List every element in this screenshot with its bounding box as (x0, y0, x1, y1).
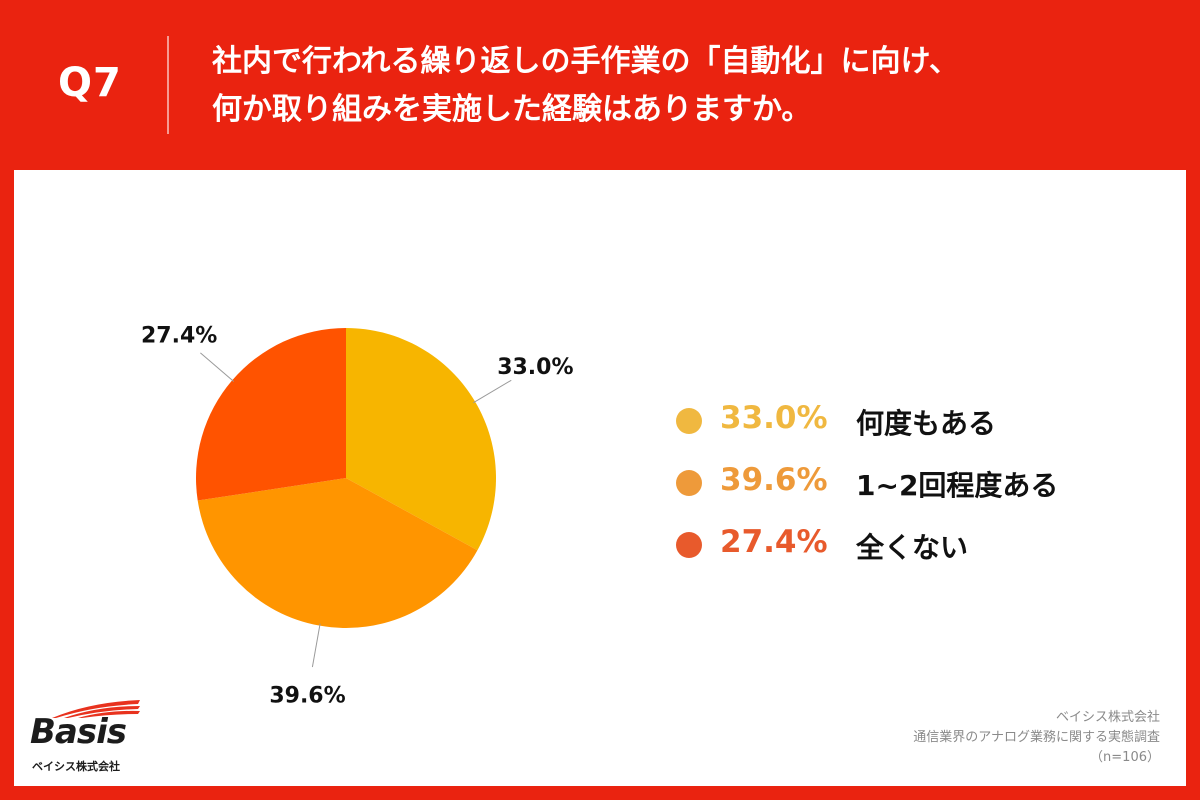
question-header: Q7 社内で行われる繰り返しの手作業の「自動化」に向け、 何か取り組みを実施した… (0, 0, 1200, 170)
logo-wordmark: Basis (30, 712, 127, 752)
legend-label-once-or-twice: 1~2回程度ある (856, 469, 1059, 502)
pie-slice-frequent (346, 328, 497, 551)
legend-label-frequent: 何度もある (856, 407, 997, 440)
question-number: Q7 (58, 60, 122, 106)
question-line-1: 社内で行われる繰り返しの手作業の「自動化」に向け、 (212, 44, 959, 79)
legend-pct-never: 27.4% (720, 524, 828, 560)
question-text: 社内で行われる繰り返しの手作業の「自動化」に向け、 何か取り組みを実施した経験は… (212, 38, 959, 134)
logo-subtitle: ベイシス株式会社 (32, 760, 120, 773)
pie-label-once-or-twice: 39.6% (269, 684, 345, 709)
question-line-2: 何か取り組みを実施した経験はありますか。 (212, 92, 812, 127)
header-divider (167, 36, 169, 134)
pie-label-frequent: 33.0% (497, 355, 573, 380)
source-note: ベイシス株式会社 通信業界のアナログ業務に関する実態調査 （n=106） (913, 708, 1160, 768)
source-survey: 通信業界のアナログ業務に関する実態調査 (913, 730, 1160, 745)
source-sample-size: （n=106） (1090, 750, 1160, 765)
legend-label-never: 全くない (856, 531, 969, 564)
company-logo: Basis ベイシス株式会社 (24, 698, 144, 778)
logo-swoosh-icon (52, 700, 140, 718)
legend-pct-once-or-twice: 39.6% (720, 462, 828, 498)
legend-dot-frequent (676, 408, 702, 434)
pie-leader-frequent (473, 379, 512, 404)
pie-label-never: 27.4% (141, 324, 217, 349)
legend-dot-never (676, 532, 702, 558)
pie-leader-never (200, 352, 235, 382)
legend-pct-frequent: 33.0% (720, 400, 828, 436)
legend-dot-once-or-twice (676, 470, 702, 496)
source-company: ベイシス株式会社 (1055, 710, 1160, 725)
pie-chart: 33.0% 39.6% 27.4% (141, 324, 574, 709)
pie-slice-once-or-twice (197, 478, 478, 628)
pie-slice-never (196, 328, 346, 501)
pie-leader-once-or-twice (311, 623, 321, 668)
chart-panel: 33.0% 39.6% 27.4% 33.0% 何度もある 39.6% 1~2回程度… (14, 170, 1186, 786)
